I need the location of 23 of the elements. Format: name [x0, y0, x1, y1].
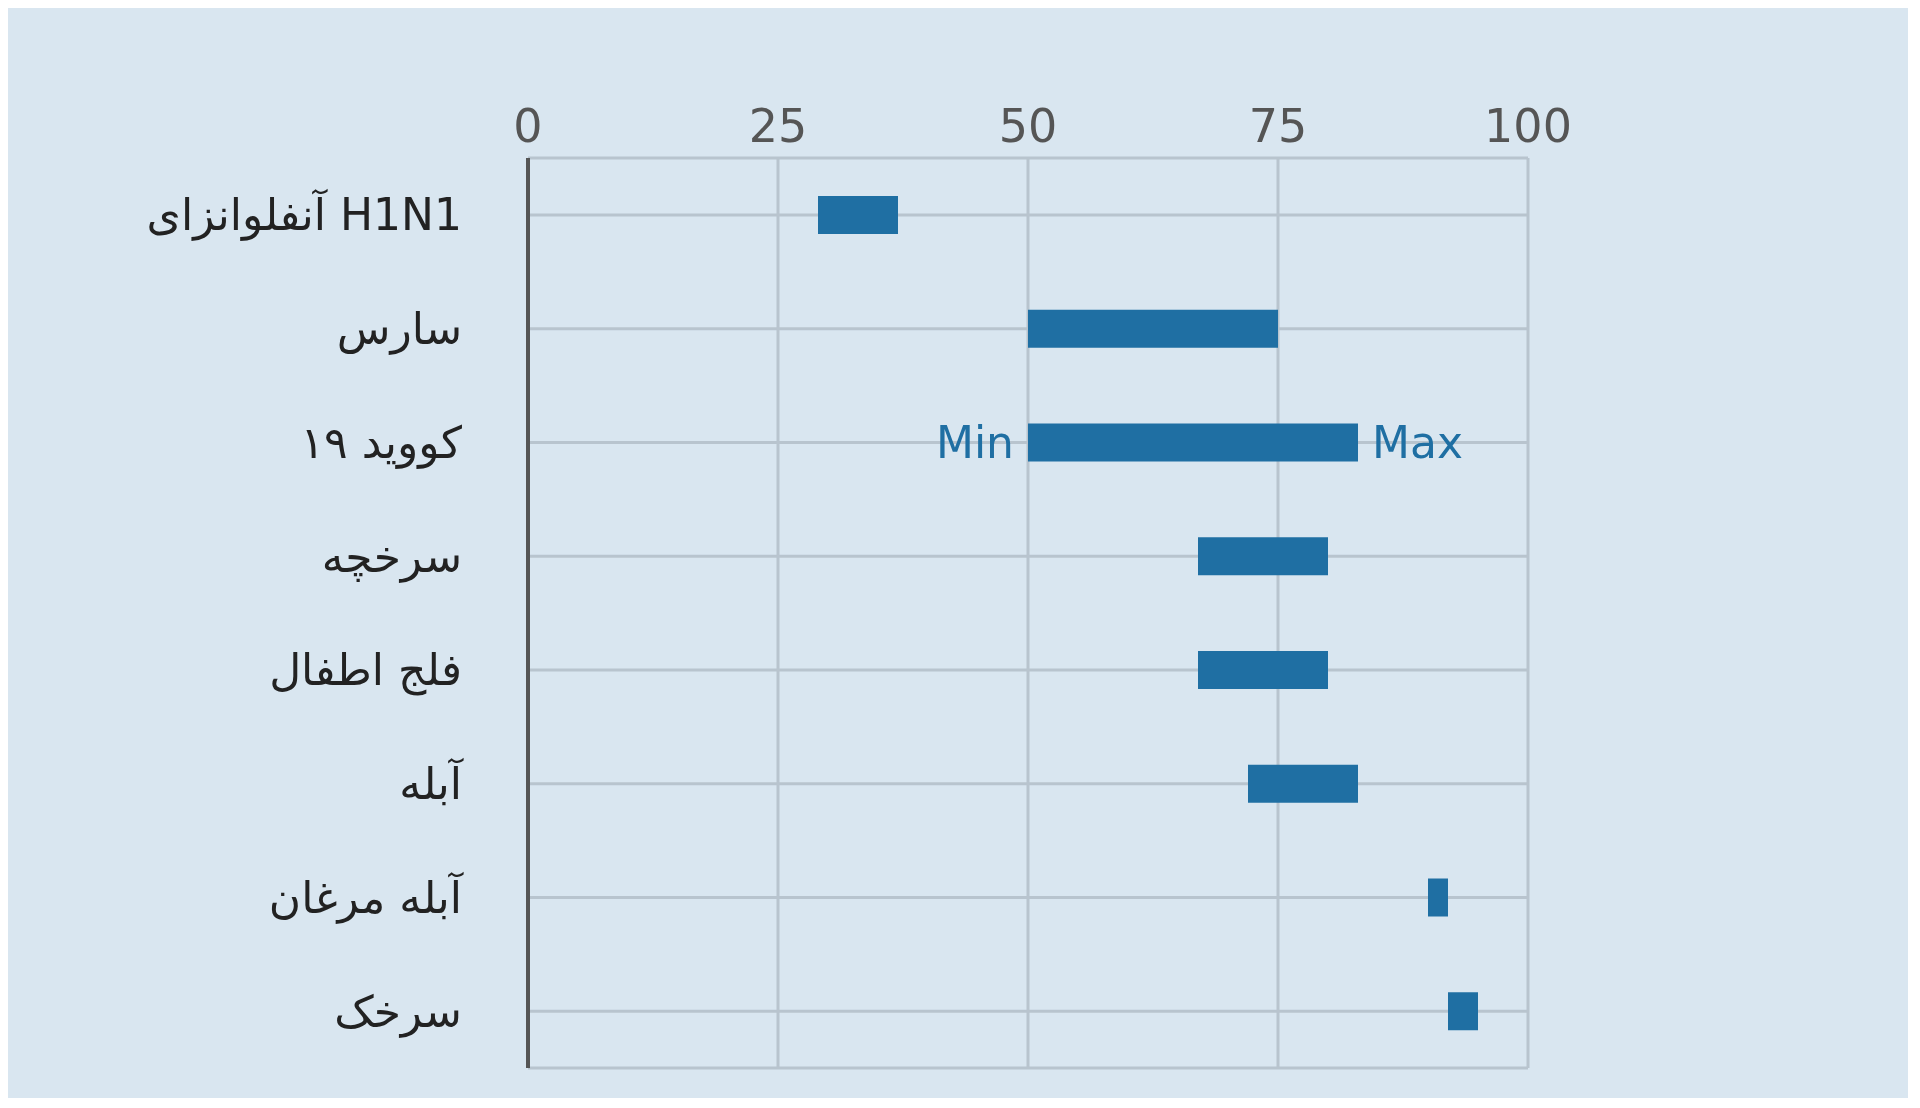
bar	[1428, 878, 1448, 917]
bar	[1198, 651, 1328, 689]
x-tick-label: 0	[513, 99, 543, 153]
bar	[1248, 764, 1358, 803]
y-tick-label: سارس	[336, 303, 462, 356]
y-tick-label: سرخچه	[321, 530, 462, 583]
x-tick-label: 100	[1484, 99, 1572, 153]
bar	[1028, 423, 1358, 462]
y-tick-label: آبله	[399, 757, 464, 810]
bar	[1448, 992, 1478, 1031]
bar	[1198, 537, 1328, 576]
y-tick-label: آنفلوانزای H1N1	[146, 188, 462, 242]
x-tick-label: 50	[998, 99, 1058, 153]
y-tick-label: فلج اطفال	[269, 644, 462, 697]
x-tick-label: 75	[1248, 99, 1308, 153]
annotation: Min	[935, 416, 1014, 468]
y-tick-label: سرخک	[334, 985, 462, 1038]
y-tick-label: کووید ۱۹	[300, 416, 463, 469]
bar	[818, 196, 898, 234]
x-tick-label: 25	[748, 99, 808, 153]
annotation: Max	[1372, 416, 1463, 468]
y-tick-label: آبله مرغان	[268, 870, 464, 924]
bar	[1028, 309, 1278, 348]
